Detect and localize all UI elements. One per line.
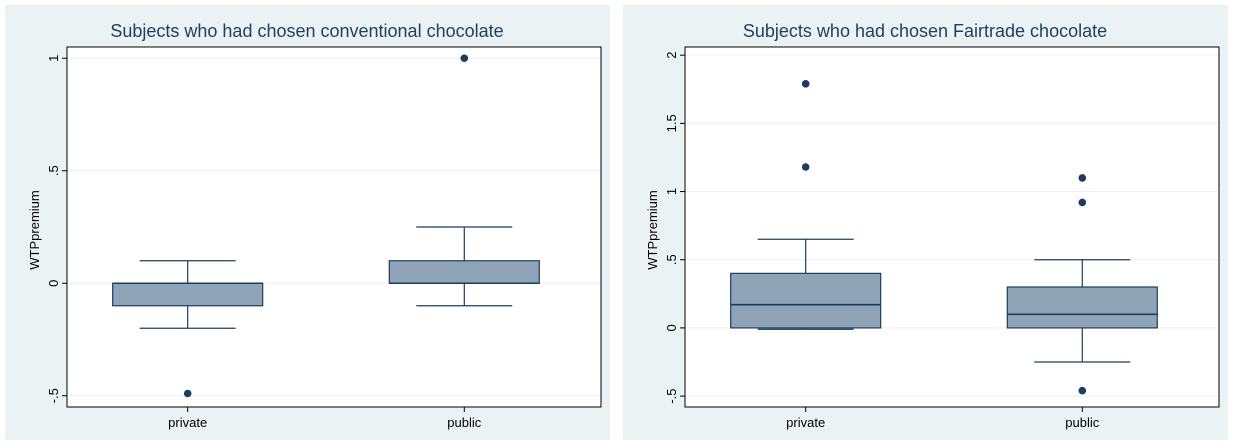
x-tick-label: private	[786, 415, 825, 430]
x-tick-label: private	[168, 415, 207, 430]
y-axis-label: WTPpremium	[27, 190, 42, 269]
chart-panel-conventional: Subjects who had chosen conventional cho…	[5, 5, 610, 440]
outlier-point	[801, 80, 810, 88]
boxplot-chart-fairtrade: Subjects who had chosen Fairtrade chocol…	[645, 21, 1220, 430]
x-tick-label: public	[1065, 415, 1099, 430]
y-tick-label: 1	[46, 55, 61, 62]
box-private	[730, 80, 882, 330]
plot-frame	[66, 46, 602, 408]
y-tick-label: -.5	[664, 389, 679, 404]
chart-title: Subjects who had chosen conventional cho…	[110, 21, 503, 41]
box-private	[112, 260, 264, 398]
y-tick-label: 1.5	[664, 114, 679, 132]
outlier-point	[183, 389, 192, 398]
chart-panel-fairtrade: Subjects who had chosen Fairtrade chocol…	[623, 5, 1228, 440]
outlier-point	[1078, 174, 1087, 182]
iqr-box	[112, 282, 264, 307]
plot-frame	[684, 46, 1220, 408]
y-tick-label: 1	[664, 188, 679, 195]
plot-border	[684, 46, 1220, 408]
y-tick-label: 2	[664, 52, 679, 59]
y-tick-label: .5	[664, 254, 679, 265]
outlier-point	[460, 54, 469, 63]
outlier-point	[1078, 386, 1087, 395]
y-tick-label: 0	[46, 280, 61, 287]
box-public	[388, 54, 540, 307]
outlier-point	[801, 163, 810, 171]
x-tick-label: public	[447, 415, 481, 430]
plot-area: -.5 0 .5 1 private public	[46, 46, 602, 430]
y-tick-label: .5	[46, 165, 61, 176]
plot-border	[66, 46, 602, 408]
iqr-box	[388, 260, 540, 284]
y-axis-label: WTPpremium	[645, 190, 660, 269]
iqr-box	[730, 272, 882, 329]
y-tick-label: 0	[664, 324, 679, 331]
iqr-box	[1006, 286, 1158, 329]
y-tick-label: -.5	[46, 388, 61, 403]
chart-title: Subjects who had chosen Fairtrade chocol…	[743, 21, 1107, 41]
plot-area: -.5 0 .5 1 1.5 2 private public	[664, 46, 1220, 430]
box-public	[1006, 174, 1158, 395]
outlier-point	[1078, 198, 1087, 207]
boxplot-chart-conventional: Subjects who had chosen conventional cho…	[27, 21, 602, 430]
